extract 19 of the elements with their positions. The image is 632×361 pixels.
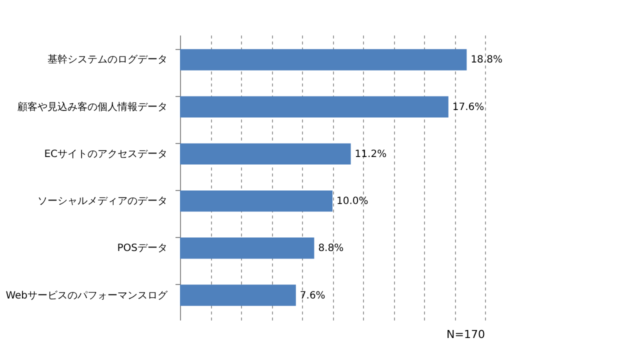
bar (180, 238, 314, 259)
y-tick-label: Webサービスのパフォーマンスログ (6, 290, 168, 302)
bar (180, 49, 467, 70)
bar (180, 190, 332, 212)
data-label: 11.2% (354, 148, 387, 160)
data-label: 8.8% (318, 243, 344, 254)
y-tick-label: POSデータ (117, 243, 168, 254)
bar (180, 284, 296, 306)
bar (180, 96, 448, 118)
y-tick-label: 基幹システムのログデータ (48, 54, 168, 66)
y-tick-label: 顧客や見込み客の個人情報データ (18, 100, 168, 113)
y-tick-label: ECサイトのアクセスデータ (44, 148, 168, 160)
data-label: 10.0% (336, 196, 368, 208)
data-label: 17.6% (452, 102, 484, 113)
data-label: 18.8% (470, 54, 502, 66)
data-label: 7.6% (300, 290, 326, 302)
text: N=170 (446, 328, 485, 341)
bar (180, 143, 351, 165)
y-tick-label: ソーシャルメディアのデータ (38, 196, 168, 208)
